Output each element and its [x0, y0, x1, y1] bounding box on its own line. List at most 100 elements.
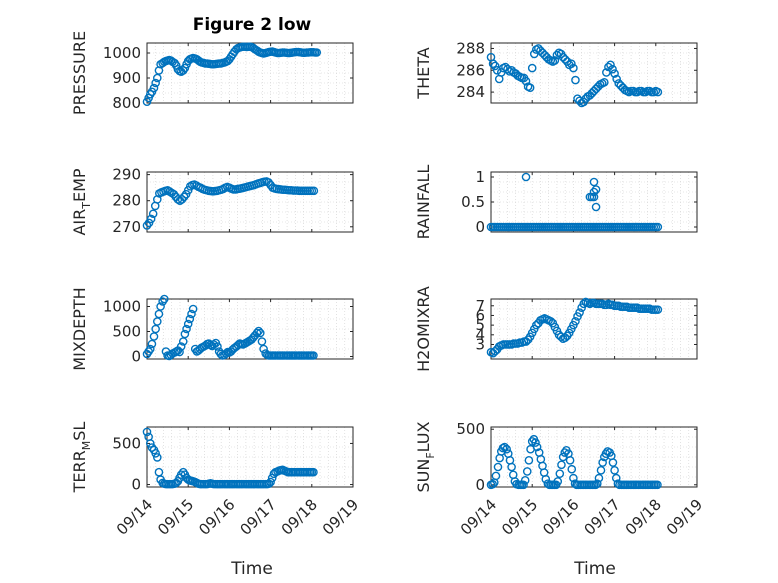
data-point [188, 304, 198, 314]
x-tick-label: 09/14 [457, 495, 500, 538]
data-point [145, 439, 155, 448]
data-point [589, 192, 599, 202]
y-tick-label: 6 [475, 306, 485, 324]
y-tick-label: 5 [475, 316, 485, 334]
y-tick-label: 3 [475, 335, 485, 353]
data-point [491, 471, 501, 481]
y-tick-label: 7 [475, 297, 485, 315]
data-point [264, 178, 273, 187]
y-tick-label: 286 [456, 61, 485, 79]
data-point [600, 77, 609, 87]
data-point [142, 427, 152, 437]
data-point [653, 87, 663, 97]
subplot-mixdepth: 0 500 1000 MIXDEPTH [70, 287, 354, 371]
axes-box [490, 42, 698, 104]
data-point [601, 449, 611, 458]
x-tick-label: 09/19 [663, 495, 706, 538]
y-axis-label-subscript: T [80, 202, 93, 210]
y-tick-label: 0.5 [461, 193, 485, 211]
data-point [553, 477, 563, 486]
data-point [525, 83, 535, 93]
data-point [567, 59, 576, 69]
data-point [142, 221, 152, 230]
data-point [259, 344, 268, 354]
y-tick-label: 1 [475, 168, 485, 186]
data-point [152, 453, 162, 462]
data-point [567, 464, 577, 474]
data-point [502, 444, 511, 454]
subplot-rainfall: 0 0.5 1 RAINFALL [414, 165, 698, 239]
data-point [589, 187, 599, 197]
data-point [531, 438, 540, 447]
y-axis-label-main: PRESSURE [70, 31, 89, 115]
data-point [180, 329, 190, 339]
data-point [490, 346, 500, 356]
data-point [151, 78, 160, 88]
data-point [608, 64, 617, 74]
data-point [500, 442, 509, 452]
data-point [309, 186, 319, 196]
data-point [177, 195, 187, 204]
data-point [175, 347, 184, 357]
data-point [565, 456, 575, 465]
x-tick-label: 09/15 [154, 495, 197, 538]
data-point [183, 319, 193, 329]
data-point [520, 476, 530, 485]
x-tick-label: 09/19 [319, 495, 362, 538]
data-point [522, 467, 532, 476]
data-point [560, 448, 570, 457]
figure-title: Figure 2 low [193, 15, 312, 35]
y-tick-label: 500 [112, 434, 141, 452]
y-tick-label: 1000 [103, 44, 141, 62]
data-point [606, 60, 615, 70]
data-point [160, 294, 169, 304]
data-point [653, 305, 663, 314]
data-point [653, 222, 663, 232]
y-axis-label-main: TERR [70, 450, 89, 493]
y-axis-label-tail: EMP [70, 168, 89, 202]
data-point [519, 480, 528, 490]
y-axis-label: PRESSURE [70, 31, 89, 115]
data-point [213, 342, 222, 351]
y-tick-label: 0 [131, 476, 141, 494]
data-point [575, 308, 584, 317]
y-tick-label: 800 [112, 94, 141, 112]
data-point [527, 63, 537, 73]
x-tick-label: 09/17 [236, 495, 279, 538]
y-tick-label: 0 [475, 476, 485, 494]
data-point [507, 462, 516, 472]
y-axis-label: H2OMIXRA [414, 286, 433, 372]
data-point [145, 344, 155, 354]
data-point [608, 458, 618, 467]
data-point [488, 479, 497, 489]
y-tick-label: 4 [475, 326, 485, 344]
data-point [521, 76, 531, 86]
data-point [521, 337, 531, 346]
y-axis-label-tail: SL [70, 422, 89, 441]
data-point [498, 443, 508, 453]
data-point [596, 466, 606, 475]
data-point [556, 332, 566, 342]
y-tick-label: 0 [131, 348, 141, 366]
data-point [151, 449, 160, 458]
data-point [579, 299, 589, 309]
data-point [532, 320, 541, 330]
x-axis-label-left: Time [230, 559, 273, 579]
y-axis-label-subscript: M [80, 441, 93, 451]
data-point [185, 314, 195, 324]
data-point [589, 177, 599, 187]
y-tick-label: 1000 [103, 298, 141, 316]
data-point [149, 332, 159, 341]
data-point [610, 466, 619, 475]
data-point [266, 477, 275, 487]
data-point [148, 209, 158, 219]
y-tick-label: 500 [112, 323, 141, 341]
data-point [490, 61, 500, 71]
x-tick-label: 09/18 [278, 495, 321, 538]
data-point [555, 469, 565, 478]
subplot-theta: 284 286 288 THETA [414, 39, 698, 108]
data-point [521, 172, 531, 182]
x-tick-label: 09/16 [195, 495, 238, 538]
